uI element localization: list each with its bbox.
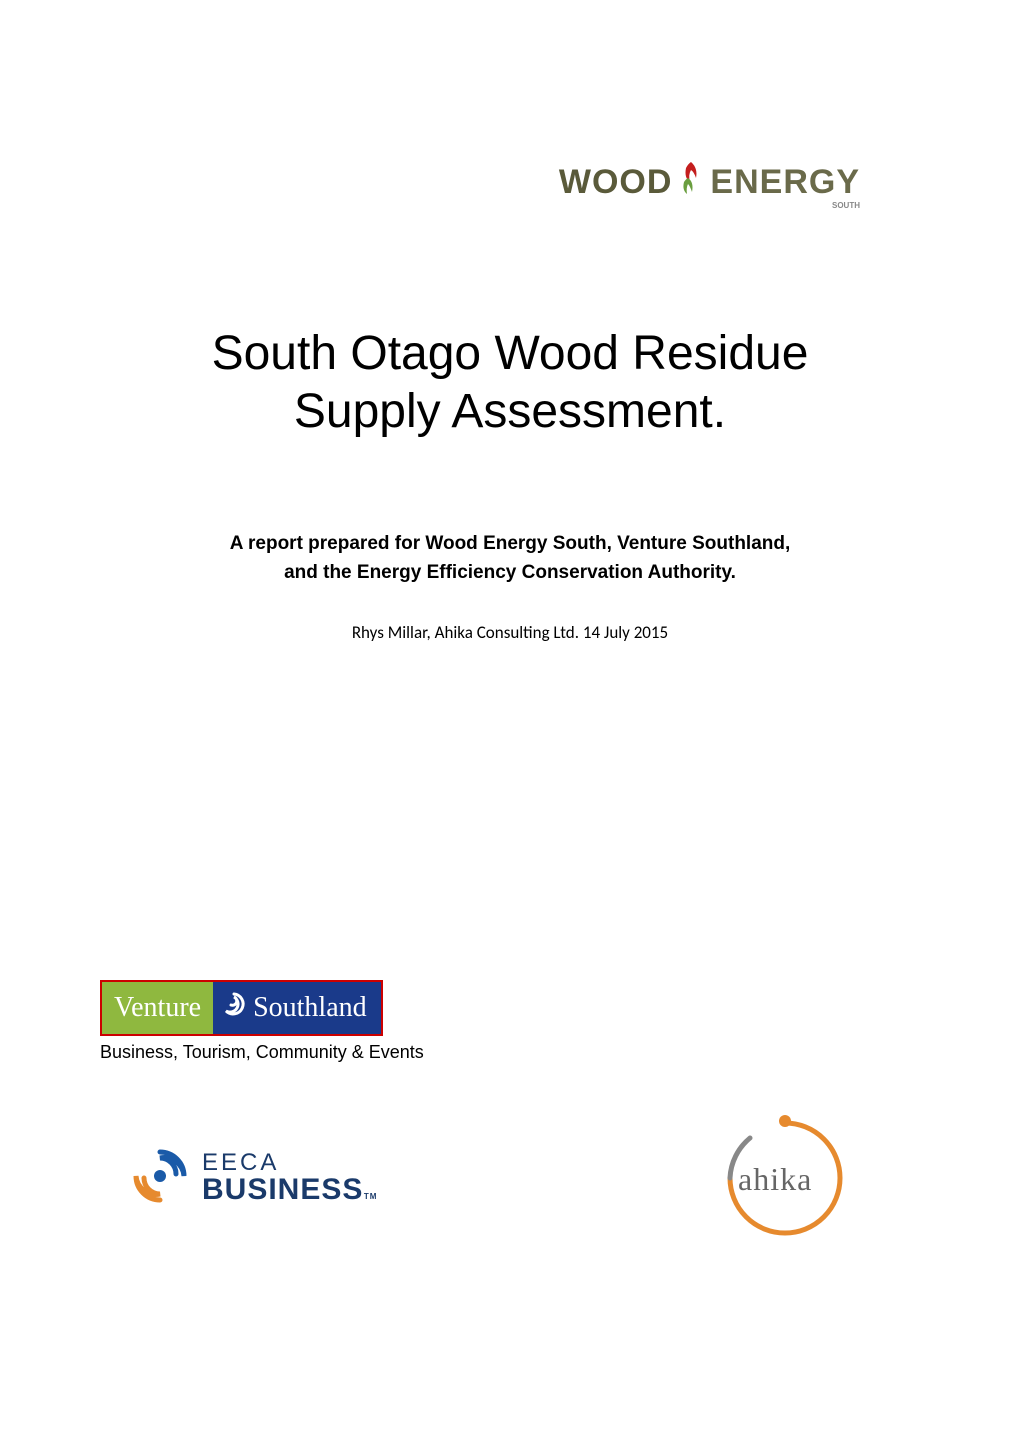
ahika-text: ahika [738,1161,812,1198]
subtitle-line-2: and the Energy Efficiency Conservation A… [284,562,736,583]
author-date-line: Rhys Millar, Ahika Consulting Ltd. 14 Ju… [100,622,920,643]
swirl-icon [221,991,247,1025]
venture-southland-logo: Venture Southland Business, Tourism, Com… [100,980,920,1063]
venture-tagline: Business, Tourism, Community & Events [100,1042,920,1063]
eecca-business-logo: EECA BUSINESS TM [130,1146,363,1211]
document-page: WOOD ENERGY SOUTH South Otago Wood Resid… [0,0,1020,1443]
eecca-business-label: BUSINESS [202,1173,363,1206]
eecca-text-block: EECA BUSINESS TM [202,1151,363,1205]
energy-text: ENERGY SOUTH [710,163,860,202]
energy-label: ENERGY [710,163,860,201]
wood-energy-south-logo: WOOD ENERGY SOUTH [559,160,860,205]
subtitle-line-1: A report prepared for Wood Energy South,… [230,533,791,554]
south-text: SOUTH [832,201,860,210]
document-title: South Otago Wood Residue Supply Assessme… [100,325,920,440]
footer-logos-area: Venture Southland Business, Tourism, Com… [100,980,920,1243]
flame-icon [676,160,706,205]
document-subtitle: A report prepared for Wood Energy South,… [100,530,920,587]
venture-right-text: Southland [253,992,367,1024]
title-line-1: South Otago Wood Residue [212,327,809,380]
ahika-logo: ahika [710,1113,860,1243]
venture-right: Southland [213,982,381,1034]
eecca-bottom-text: BUSINESS TM [202,1175,363,1205]
wood-text: WOOD [559,163,673,202]
tm-mark: TM [364,1193,378,1201]
eecca-swirl-icon [130,1146,190,1211]
eecca-top-text: EECA [202,1151,363,1175]
header-logo-area: WOOD ENERGY SOUTH [100,160,920,205]
venture-box: Venture Southland [100,980,383,1036]
title-line-2: Supply Assessment. [294,385,726,438]
venture-left-text: Venture [102,982,213,1034]
bottom-logo-row: EECA BUSINESS TM ahika [100,1113,920,1243]
